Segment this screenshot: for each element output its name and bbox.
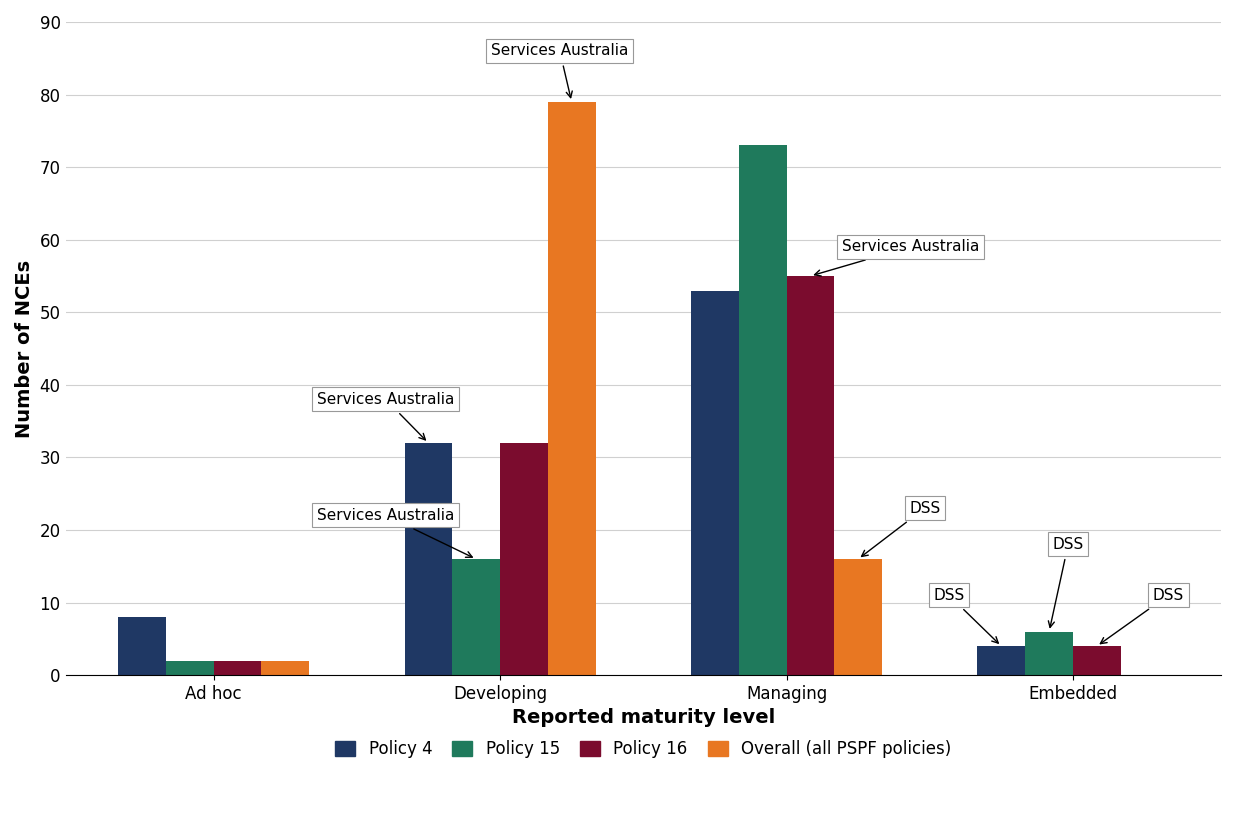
Text: Services Australia: Services Australia: [316, 508, 472, 557]
Text: DSS: DSS: [1048, 537, 1084, 628]
Text: Services Australia: Services Australia: [491, 43, 628, 98]
Bar: [978, 646, 1025, 675]
Text: Services Australia: Services Australia: [815, 239, 979, 276]
Bar: [691, 290, 739, 675]
Bar: [452, 559, 501, 675]
Bar: [214, 661, 261, 675]
Text: DSS: DSS: [1100, 588, 1184, 643]
Text: Services Australia: Services Australia: [316, 392, 454, 440]
Bar: [739, 146, 786, 675]
Bar: [1073, 646, 1121, 675]
Legend: Policy 4, Policy 15, Policy 16, Overall (all PSPF policies): Policy 4, Policy 15, Policy 16, Overall …: [329, 734, 958, 765]
Bar: [501, 443, 548, 675]
Text: DSS: DSS: [933, 588, 999, 643]
Bar: [1025, 632, 1073, 675]
X-axis label: Reported maturity level: Reported maturity level: [512, 709, 775, 728]
Bar: [834, 559, 883, 675]
Bar: [166, 661, 214, 675]
Bar: [119, 617, 166, 675]
Bar: [404, 443, 452, 675]
Y-axis label: Number of NCEs: Number of NCEs: [15, 260, 35, 437]
Bar: [786, 276, 834, 675]
Text: DSS: DSS: [861, 500, 941, 557]
Bar: [548, 102, 596, 675]
Bar: [261, 661, 309, 675]
